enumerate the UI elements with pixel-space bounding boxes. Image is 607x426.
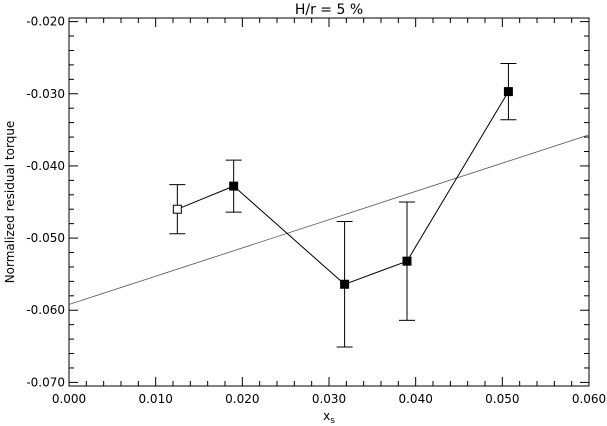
plot-area: 0.000 0.010 0.020 0.030 0.040 0.050 0.060 -0.0… (26, 15, 606, 406)
y-tick-label: -0.070 (26, 375, 65, 389)
x-tick-label: 0.060 (572, 392, 606, 406)
x-axis-label-subscript: s (330, 416, 335, 426)
data-point (340, 279, 350, 289)
data-point-open (172, 204, 182, 214)
series-layer (169, 62, 517, 348)
x-axis: 0.000 0.010 0.020 0.030 0.040 0.050 0.060 (52, 18, 606, 406)
fit-line-layer (68, 134, 590, 305)
y-tick-label: -0.060 (26, 303, 65, 317)
y-tick-label: -0.030 (26, 87, 65, 101)
data-point (503, 87, 513, 97)
y-tick-label: -0.040 (26, 159, 65, 173)
x-tick-label: 0.030 (312, 392, 346, 406)
data-point (402, 256, 412, 266)
x-tick-label: 0.020 (225, 392, 259, 406)
x-tick-label: 0.010 (138, 392, 172, 406)
fit-line (68, 134, 590, 305)
x-axis-label-main: x (323, 409, 330, 423)
y-axis-label: Normalized residual torque (3, 121, 17, 284)
y-tick-label: -0.050 (26, 231, 65, 245)
chart-title: H/r = 5 % (295, 2, 363, 18)
y-tick-label: -0.020 (26, 15, 65, 29)
y-axis: -0.070 -0.060 -0.050 -0.040 -0.030 -0.020 (26, 15, 589, 389)
x-tick-label: 0.000 (52, 392, 86, 406)
x-tick-label: 0.050 (485, 392, 519, 406)
x-axis-label: xs (323, 409, 335, 426)
x-tick-label: 0.040 (398, 392, 432, 406)
data-point (229, 181, 239, 191)
